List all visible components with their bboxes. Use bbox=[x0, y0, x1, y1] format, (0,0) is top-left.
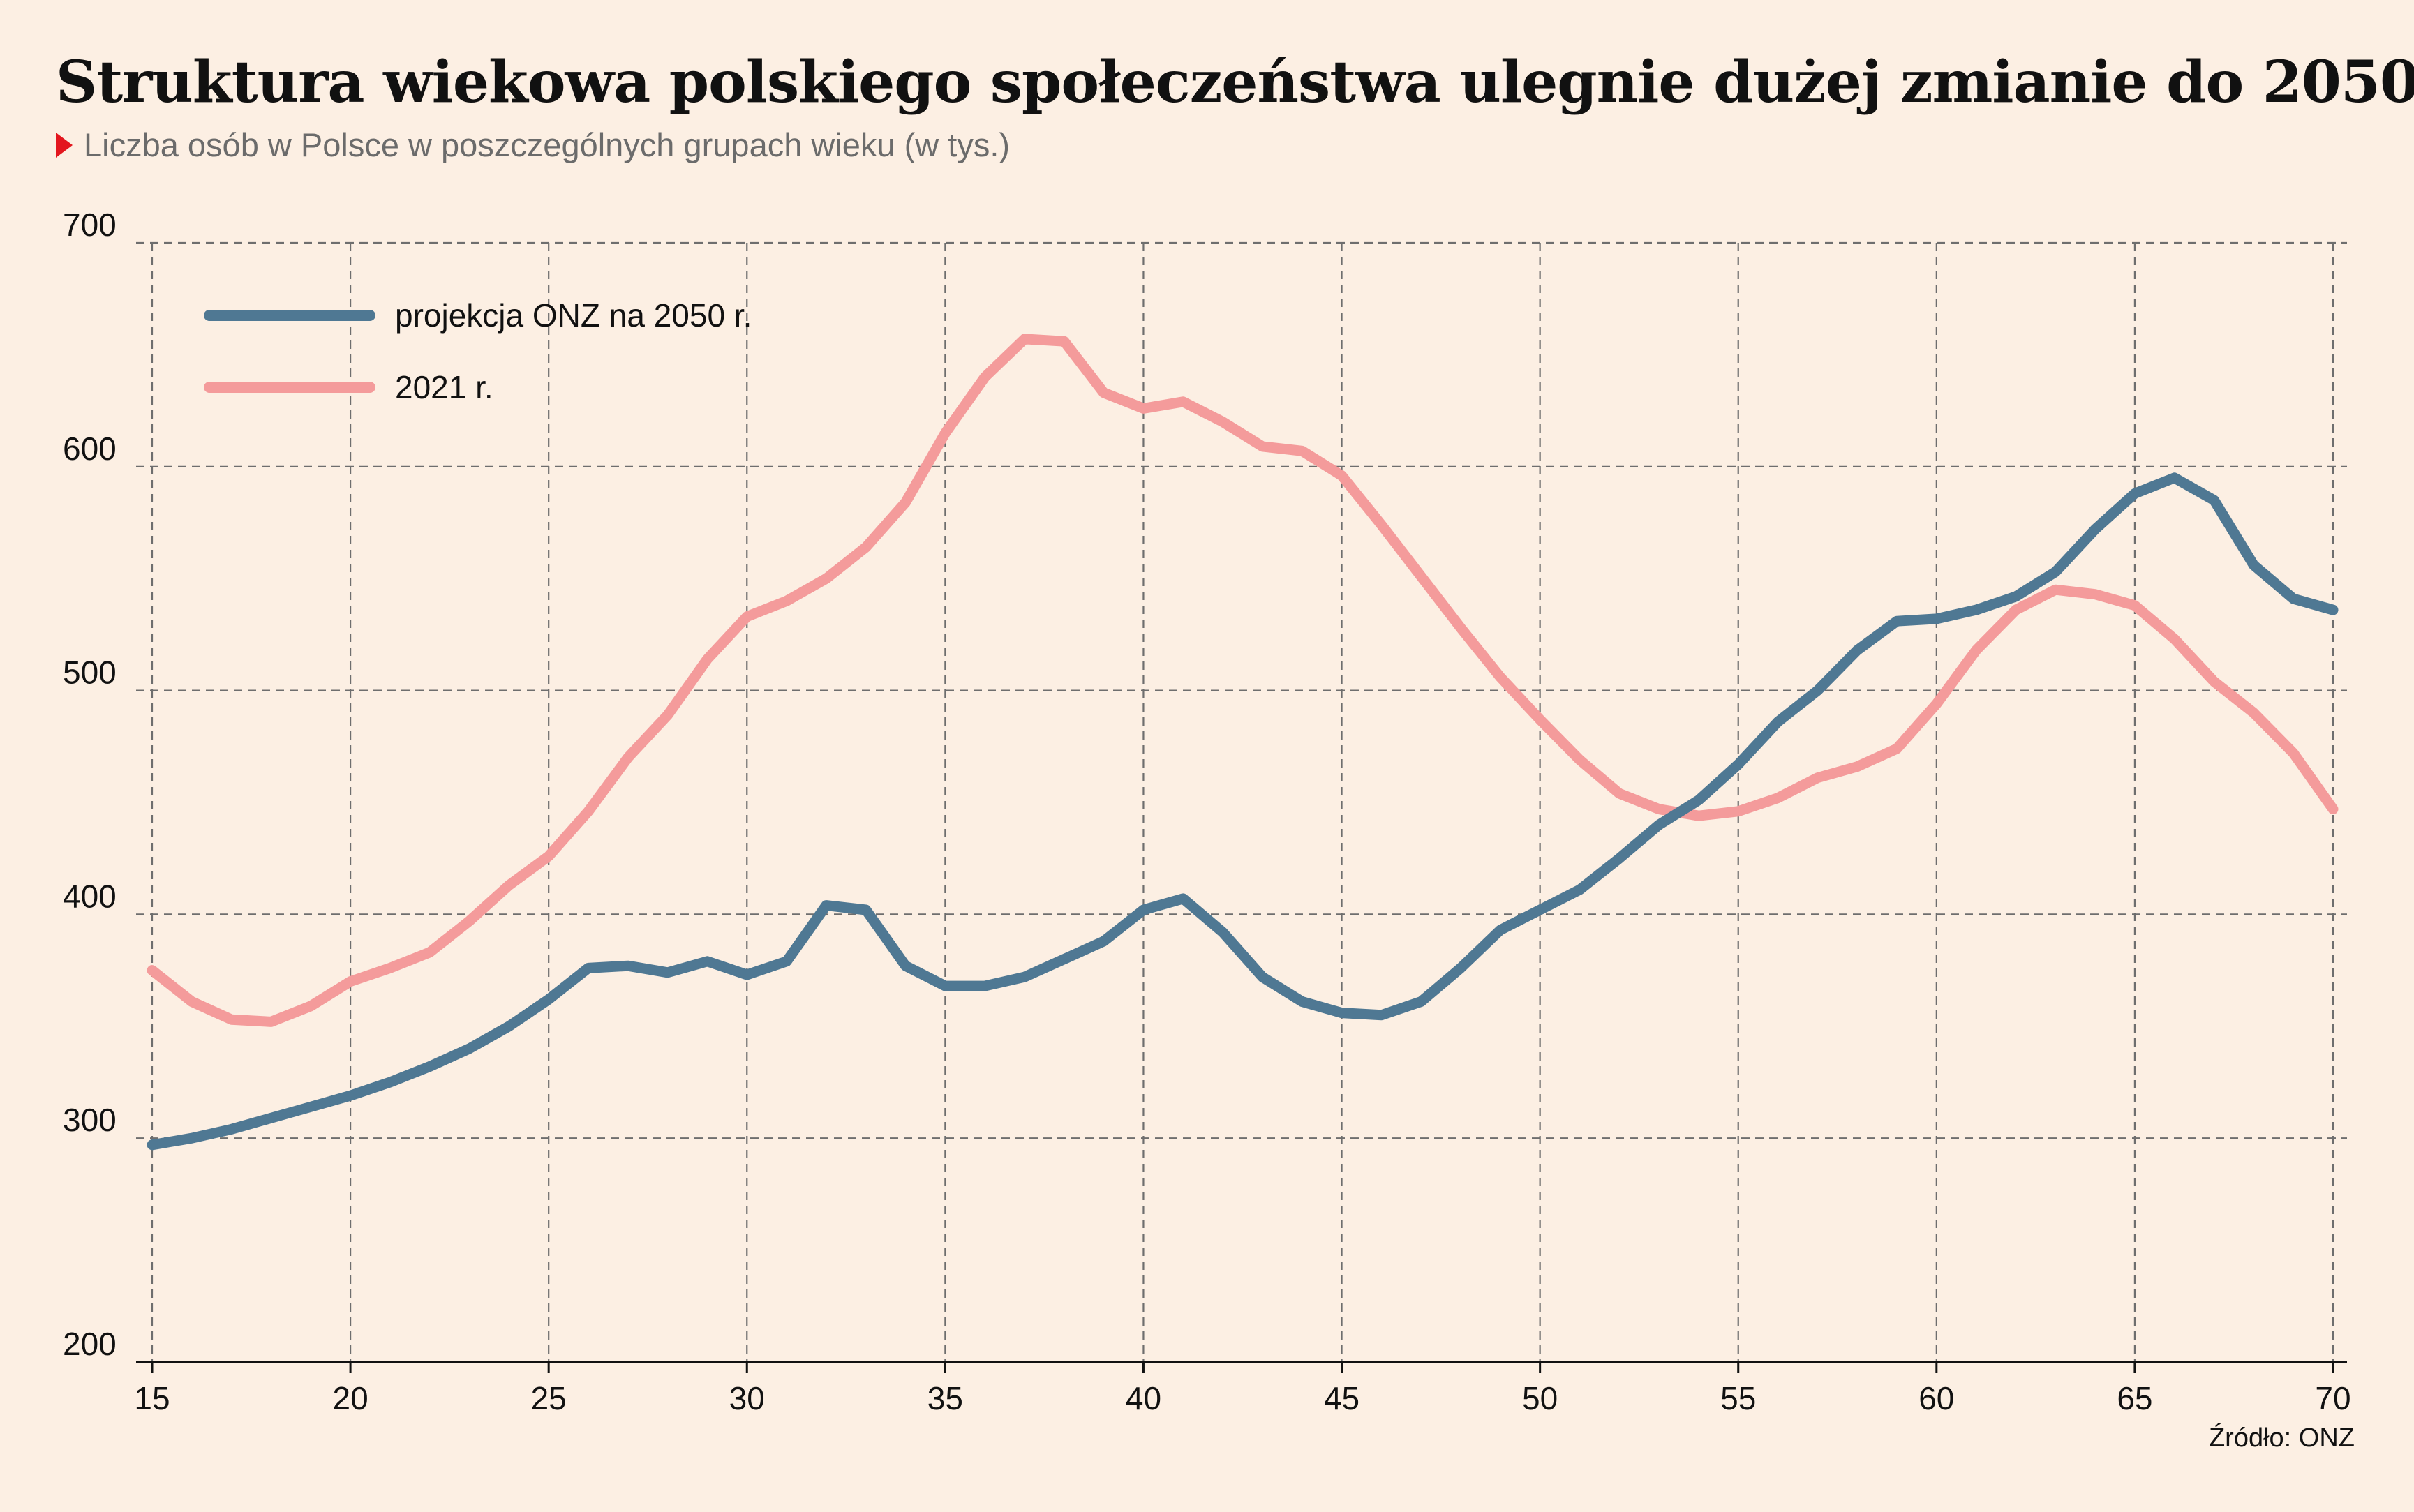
x-tick-label: 50 bbox=[1522, 1380, 1558, 1416]
series-lines bbox=[147, 334, 2339, 1151]
tick-labels: 200 300 400 500 600 700 15 20 25 30 35 40 45 50 55 60 65… bbox=[63, 207, 2351, 1416]
y-tick-label: 300 bbox=[63, 1102, 117, 1138]
y-tick-label: 500 bbox=[63, 654, 117, 691]
y-tick-label: 400 bbox=[63, 878, 117, 914]
chart-subtitle-text: Liczba osób w Polsce w poszczególnych gr… bbox=[84, 126, 1011, 163]
legend: projekcja ONZ na 2050 r. 2021 r. bbox=[204, 297, 752, 405]
y-tick-label: 600 bbox=[63, 431, 117, 467]
x-tick-label: 65 bbox=[2117, 1380, 2152, 1416]
x-tick-label: 20 bbox=[333, 1380, 368, 1416]
red-triangle-icon bbox=[56, 132, 73, 158]
axes bbox=[136, 1361, 2347, 1373]
x-tick-label: 60 bbox=[1918, 1380, 1954, 1416]
x-tick-label: 15 bbox=[134, 1380, 170, 1416]
legend-label: projekcja ONZ na 2050 r. bbox=[395, 297, 752, 334]
y-tick-label: 700 bbox=[63, 207, 117, 243]
grid-lines bbox=[136, 241, 2347, 1362]
legend-label: 2021 r. bbox=[395, 369, 493, 405]
source-note: Źródło: ONZ bbox=[2208, 1423, 2355, 1453]
x-tick-label: 35 bbox=[927, 1380, 963, 1416]
x-tick-label: 25 bbox=[531, 1380, 567, 1416]
x-tick-label: 45 bbox=[1324, 1380, 1359, 1416]
chart-subtitle: Liczba osób w Polsce w poszczególnych gr… bbox=[56, 126, 1010, 164]
series-line-2021 bbox=[147, 334, 2339, 1027]
x-tick-label: 70 bbox=[2315, 1380, 2350, 1416]
x-tick-label: 55 bbox=[1720, 1380, 1756, 1416]
x-tick-label: 40 bbox=[1126, 1380, 1161, 1416]
y-tick-label: 200 bbox=[63, 1326, 117, 1362]
chart-title: Struktura wiekowa polskiego społeczeństw… bbox=[56, 49, 2414, 116]
series-line-projection-2050 bbox=[147, 472, 2339, 1151]
x-tick-label: 30 bbox=[729, 1380, 765, 1416]
